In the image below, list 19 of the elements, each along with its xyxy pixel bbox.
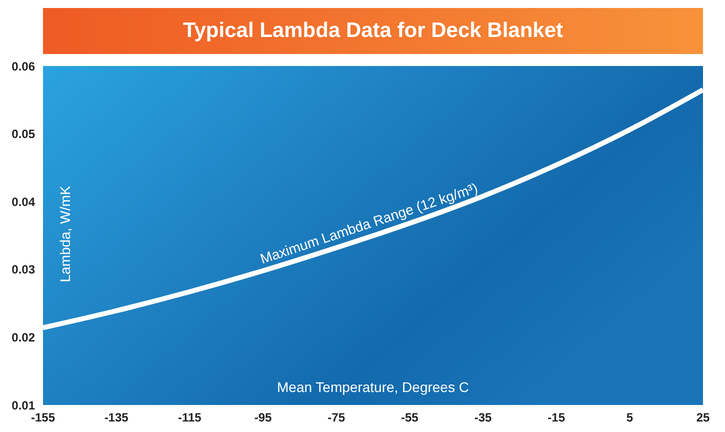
x-tick-label: -95 xyxy=(254,410,272,425)
x-tick-label: -115 xyxy=(178,410,202,425)
x-axis-title: Mean Temperature, Degrees C xyxy=(276,379,470,395)
y-axis-title: Lambda, W/mK xyxy=(57,184,73,284)
x-tick-label: -135 xyxy=(104,410,129,425)
x-tick-label: -75 xyxy=(328,410,346,425)
y-tick-label: 0.03 xyxy=(12,262,36,277)
y-tick-label: 0.06 xyxy=(12,59,36,74)
y-tick-label: 0.04 xyxy=(12,194,36,209)
x-tick-label: 25 xyxy=(696,410,710,425)
chart-title: Typical Lambda Data for Deck Blanket xyxy=(43,8,703,54)
y-tick-label: 0.05 xyxy=(12,127,36,142)
x-tick-label: -55 xyxy=(400,410,419,425)
x-tick-label: 5 xyxy=(626,410,634,425)
x-tick-label: -155 xyxy=(30,410,56,425)
y-tick-label: 0.01 xyxy=(12,398,36,412)
x-tick-label: -35 xyxy=(474,410,492,425)
y-tick-label: 0.02 xyxy=(12,330,36,344)
x-tick-label: -15 xyxy=(548,410,566,425)
